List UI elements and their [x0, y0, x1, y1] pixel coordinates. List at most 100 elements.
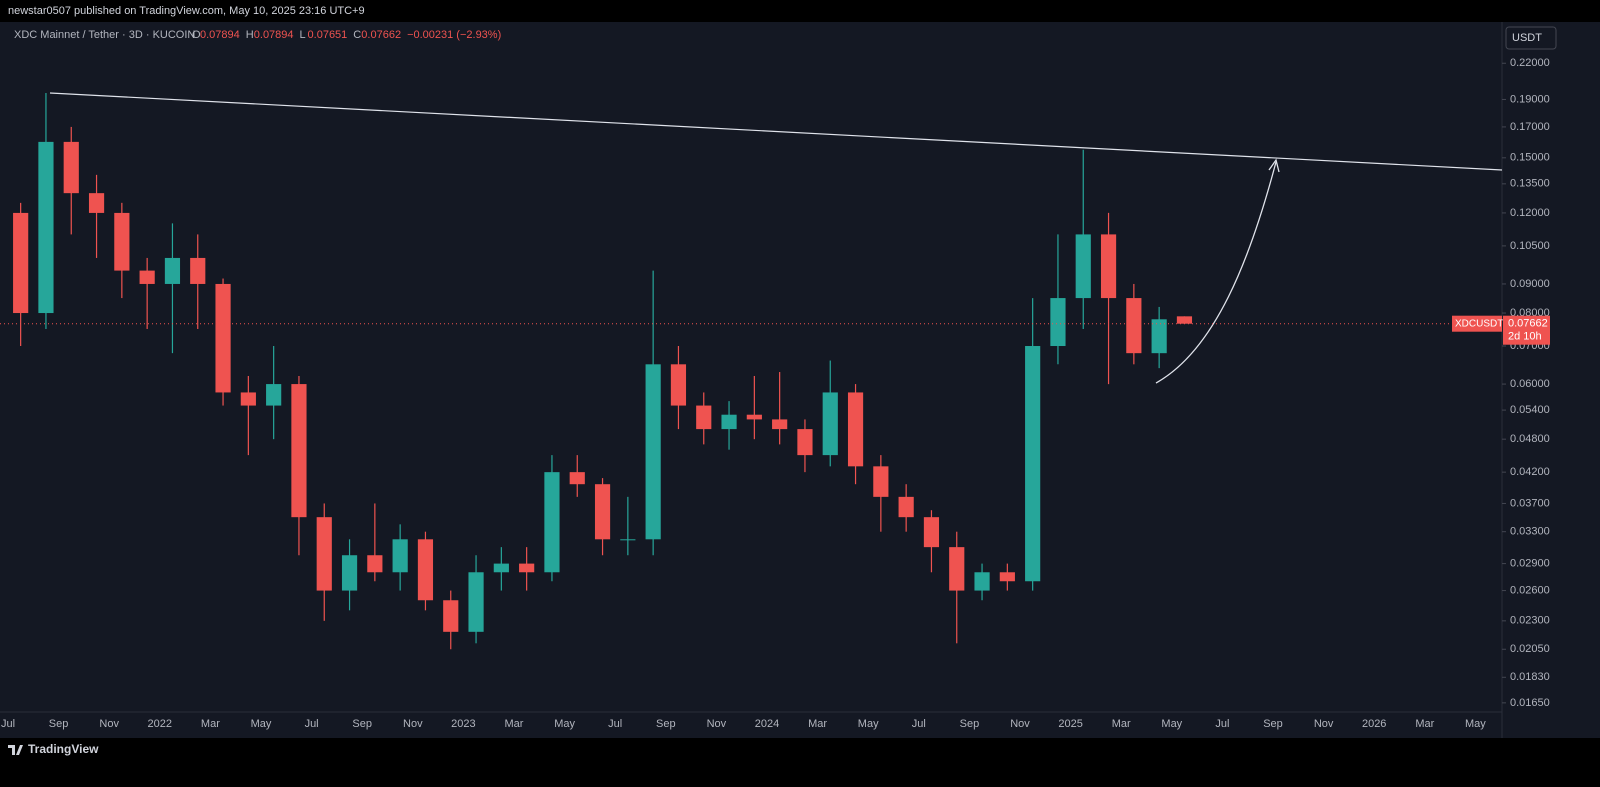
candle-body: [1100, 234, 1117, 299]
x-tick-label: Mar: [201, 718, 220, 730]
projection-arrow: [1155, 161, 1277, 384]
candle-body: [341, 555, 358, 591]
chart-title: XDC Mainnet / Tether · 3D · KUCOIN: [14, 29, 195, 41]
y-tick-label: 0.02050: [1510, 643, 1550, 655]
candle-body: [215, 283, 231, 393]
trendline: [49, 92, 1503, 171]
candle-body: [569, 472, 585, 485]
y-tick-label: 0.09000: [1510, 278, 1550, 290]
y-tick-label: 0.17000: [1510, 121, 1550, 133]
x-tick-label: May: [858, 718, 879, 730]
arrow-head: [1268, 158, 1280, 173]
x-tick-label: Jul: [1215, 718, 1229, 730]
logo-mark: [8, 745, 23, 755]
legend-value: 0.07894: [200, 29, 240, 41]
candle-body: [63, 141, 79, 194]
y-tick-label: 0.02900: [1510, 558, 1550, 570]
candle-body: [240, 392, 256, 406]
ohlc-legend: O 0.07894 H 0.07894 L 0.07651 C 0.07662 −0.00231…: [192, 29, 501, 41]
candle-body: [519, 563, 535, 573]
legend-key: H: [246, 29, 254, 41]
y-tick-label: 0.04800: [1510, 433, 1550, 445]
candle-body: [670, 364, 687, 406]
y-tick-label: 0.22000: [1510, 57, 1550, 69]
x-tick-label: 2026: [1362, 718, 1386, 730]
candle-body: [873, 466, 889, 497]
x-tick-label: Jul: [608, 718, 622, 730]
x-tick-label: 2023: [451, 718, 475, 730]
candle-body: [1126, 298, 1142, 354]
legend-value: −0.00231 (−2.93%): [407, 29, 501, 41]
candle-body: [367, 555, 383, 573]
legend-key: C: [353, 29, 361, 41]
candle-body: [1151, 319, 1167, 354]
x-tick-label: Nov: [1314, 718, 1334, 730]
y-tick-label: 0.04200: [1510, 466, 1550, 478]
x-tick-label: May: [1161, 718, 1182, 730]
candle-body: [620, 539, 636, 541]
x-tick-label: Jul: [1, 718, 15, 730]
candle-body: [190, 257, 206, 284]
y-tick-label: 0.02600: [1510, 584, 1550, 596]
candle-body: [696, 405, 712, 430]
candle-body: [443, 600, 459, 632]
x-tick-label: May: [251, 718, 272, 730]
y-tick-label: 0.05400: [1510, 404, 1550, 416]
candle-body: [772, 419, 788, 430]
candle-body: [316, 517, 332, 591]
price-badge: [1503, 315, 1550, 345]
y-tick-label: 0.13500: [1510, 178, 1550, 190]
x-tick-label: Nov: [1010, 718, 1030, 730]
candle-body: [139, 270, 155, 284]
candle-body: [1075, 234, 1091, 299]
x-tick-label: Mar: [1112, 718, 1131, 730]
legend-value: 0.07651: [308, 29, 348, 41]
candle-body: [898, 496, 914, 518]
brand-logo: [8, 745, 23, 755]
candle-body: [949, 547, 965, 591]
candle-body: [797, 429, 813, 456]
legend-value: 0.07662: [361, 29, 401, 41]
x-tick-label: Sep: [656, 718, 676, 730]
y-tick-label: 0.03700: [1510, 497, 1550, 509]
x-tick-label: Nov: [707, 718, 727, 730]
candle-body: [746, 414, 762, 420]
candle-body: [822, 392, 838, 456]
y-tick-label: 0.02300: [1510, 615, 1550, 627]
y-tick-label: 0.01830: [1510, 671, 1550, 683]
symbol-label: XDCUSDT: [1455, 318, 1503, 329]
candle-body: [88, 193, 105, 213]
x-tick-label: Sep: [1263, 718, 1283, 730]
candle-body: [594, 484, 611, 540]
x-tick-label: Sep: [352, 718, 372, 730]
candle-body: [13, 212, 29, 314]
x-tick-label: May: [554, 718, 575, 730]
y-tick-label: 0.06000: [1510, 378, 1550, 390]
x-tick-label: 2025: [1058, 718, 1082, 730]
candle-body: [392, 539, 408, 573]
currency: USDT: [1512, 32, 1542, 44]
legend-value: 0.07894: [254, 29, 294, 41]
x-tick-label: Mar: [1415, 718, 1434, 730]
y-tick-label: 0.01650: [1510, 697, 1550, 709]
y-tick-label: 0.10500: [1510, 240, 1550, 252]
x-tick-label: 2022: [148, 718, 172, 730]
candle-body: [468, 572, 484, 632]
y-tick-label: 0.12000: [1510, 207, 1550, 219]
candle-body: [645, 364, 661, 540]
candle-body: [847, 392, 864, 467]
candle-body: [721, 414, 737, 430]
y-tick-label: 0.15000: [1510, 152, 1550, 164]
candle-body: [114, 212, 130, 271]
candle-body: [417, 539, 434, 601]
x-tick-label: Mar: [808, 718, 827, 730]
legend-key: O: [192, 29, 201, 41]
currency-box[interactable]: [1505, 26, 1557, 50]
x-tick-label: Sep: [49, 718, 69, 730]
candle-body: [999, 572, 1015, 582]
candle-body: [291, 384, 307, 518]
candle-body: [544, 472, 560, 573]
y-tick-label: 0.03300: [1510, 526, 1550, 538]
